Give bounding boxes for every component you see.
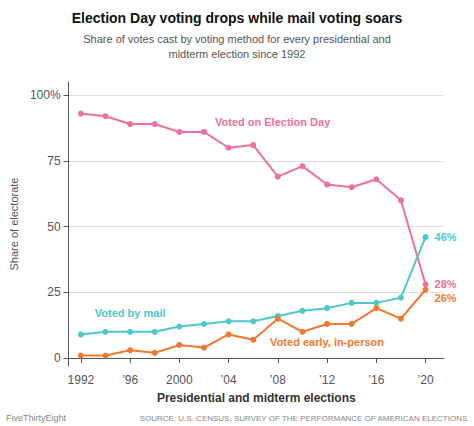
- svg-text:’16: ’16: [368, 373, 384, 387]
- svg-text:Share of votes cast by voting: Share of votes cast by voting method for…: [83, 33, 391, 45]
- svg-text:Share of electorate: Share of electorate: [8, 178, 20, 271]
- svg-text:2000: 2000: [166, 373, 193, 387]
- svg-text:100%: 100%: [30, 88, 61, 102]
- svg-text:FiveThirtyEight: FiveThirtyEight: [6, 413, 67, 423]
- svg-text:Voted early, in-person: Voted early, in-person: [270, 336, 384, 348]
- svg-text:’96: ’96: [122, 373, 138, 387]
- svg-text:Election Day voting drops whil: Election Day voting drops while mail vot…: [72, 10, 403, 26]
- svg-text:’08: ’08: [270, 373, 286, 387]
- svg-text:26%: 26%: [435, 292, 457, 304]
- svg-text:’20: ’20: [418, 373, 434, 387]
- svg-text:Voted by mail: Voted by mail: [95, 307, 166, 319]
- svg-text:midterm election since 1992: midterm election since 1992: [169, 48, 306, 60]
- svg-text:25: 25: [47, 285, 61, 299]
- svg-text:Voted on Election Day: Voted on Election Day: [215, 116, 331, 128]
- svg-text:’12: ’12: [319, 373, 335, 387]
- svg-text:’04: ’04: [221, 373, 237, 387]
- svg-text:SOURCE: U.S. CENSUS, SURVEY OF: SOURCE: U.S. CENSUS, SURVEY OF THE PERFO…: [140, 414, 468, 423]
- svg-text:0: 0: [54, 351, 61, 365]
- svg-text:75: 75: [47, 154, 61, 168]
- svg-text:50: 50: [47, 220, 61, 234]
- svg-text:46%: 46%: [435, 231, 457, 243]
- svg-text:28%: 28%: [435, 278, 457, 290]
- svg-text:Presidential and midterm elect: Presidential and midterm elections: [157, 391, 356, 405]
- svg-text:1992: 1992: [68, 373, 95, 387]
